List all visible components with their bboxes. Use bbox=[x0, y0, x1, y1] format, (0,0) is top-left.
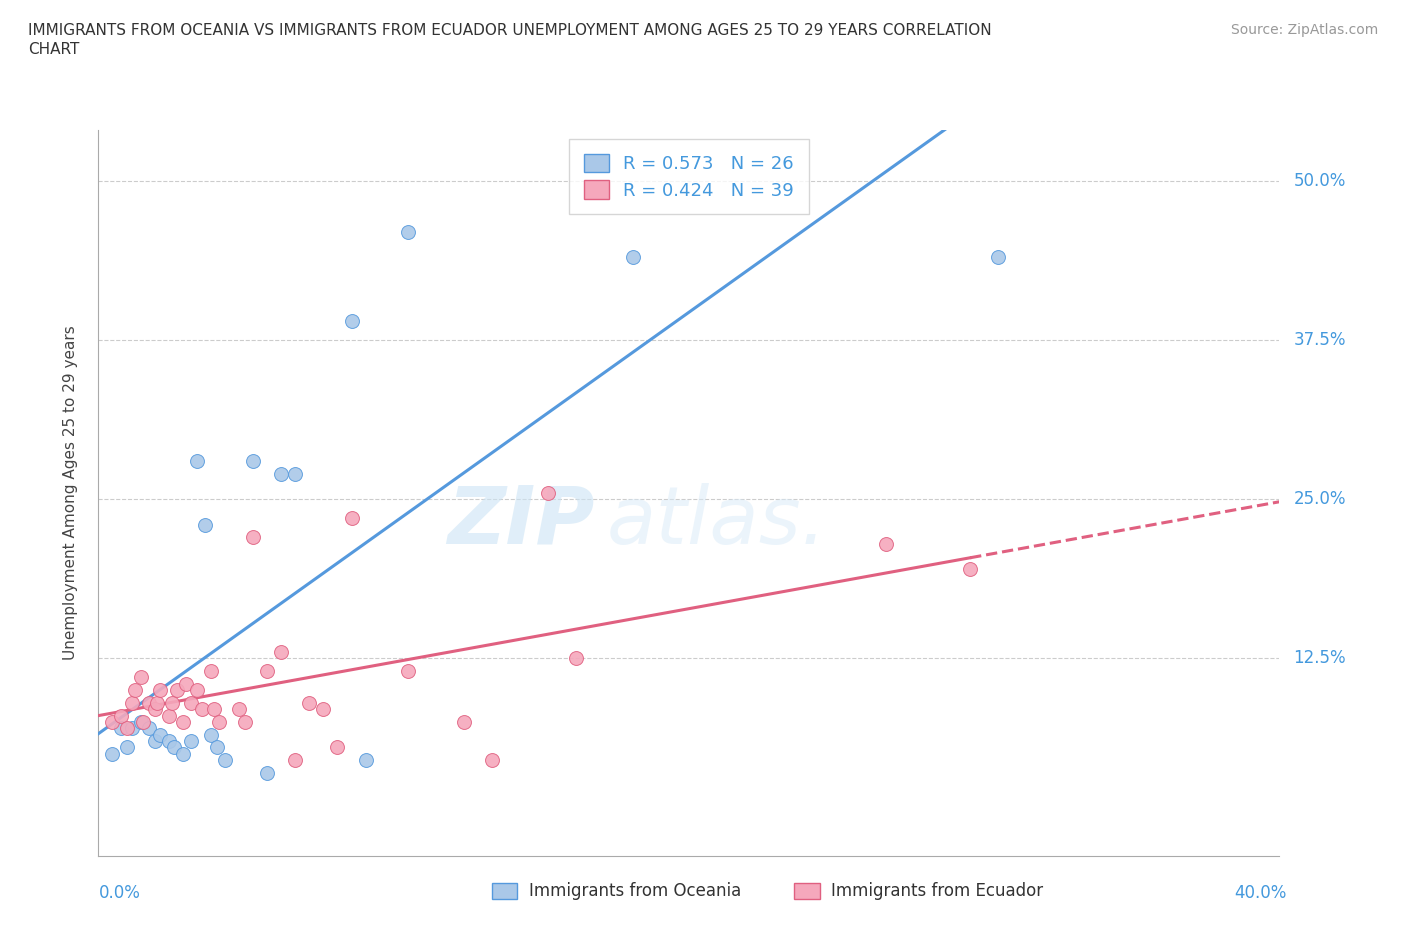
Point bbox=[621, 250, 644, 265]
Text: 0.0%: 0.0% bbox=[98, 884, 141, 902]
Point bbox=[270, 466, 292, 481]
Point bbox=[172, 714, 194, 729]
Text: 37.5%: 37.5% bbox=[1294, 331, 1346, 349]
Point bbox=[340, 313, 363, 328]
Point bbox=[186, 454, 208, 469]
Point bbox=[110, 721, 132, 736]
Point bbox=[396, 224, 419, 239]
Point bbox=[121, 696, 143, 711]
Point bbox=[157, 734, 180, 749]
Text: 25.0%: 25.0% bbox=[1294, 490, 1346, 509]
Point bbox=[284, 752, 307, 767]
Point bbox=[143, 702, 166, 717]
Point bbox=[242, 454, 264, 469]
Text: ZIP: ZIP bbox=[447, 483, 595, 561]
Point bbox=[270, 644, 292, 659]
Point bbox=[242, 530, 264, 545]
Point bbox=[987, 250, 1010, 265]
Point bbox=[186, 683, 208, 698]
Point bbox=[157, 708, 180, 723]
Text: Immigrants from Oceania: Immigrants from Oceania bbox=[529, 882, 741, 900]
Point bbox=[110, 708, 132, 723]
Text: 50.0%: 50.0% bbox=[1294, 172, 1346, 190]
Text: atlas.: atlas. bbox=[606, 483, 827, 561]
Point bbox=[233, 714, 256, 729]
Point bbox=[875, 537, 897, 551]
Point bbox=[121, 721, 143, 736]
Point bbox=[312, 702, 335, 717]
Point bbox=[256, 765, 278, 780]
Point bbox=[326, 740, 349, 755]
Point bbox=[124, 683, 146, 698]
Point bbox=[194, 517, 217, 532]
Point bbox=[284, 466, 307, 481]
Point bbox=[160, 696, 183, 711]
Point bbox=[163, 740, 186, 755]
Point bbox=[132, 714, 155, 729]
Point bbox=[115, 740, 138, 755]
Point bbox=[180, 696, 202, 711]
Point bbox=[149, 683, 172, 698]
Point bbox=[481, 752, 503, 767]
Point bbox=[115, 721, 138, 736]
Point bbox=[228, 702, 250, 717]
Point bbox=[537, 485, 560, 500]
Legend: R = 0.573   N = 26, R = 0.424   N = 39: R = 0.573 N = 26, R = 0.424 N = 39 bbox=[569, 140, 808, 214]
Text: CHART: CHART bbox=[28, 42, 80, 57]
Point bbox=[205, 740, 228, 755]
Point bbox=[396, 664, 419, 679]
Point bbox=[138, 696, 160, 711]
Text: Immigrants from Ecuador: Immigrants from Ecuador bbox=[831, 882, 1043, 900]
Text: IMMIGRANTS FROM OCEANIA VS IMMIGRANTS FROM ECUADOR UNEMPLOYMENT AMONG AGES 25 TO: IMMIGRANTS FROM OCEANIA VS IMMIGRANTS FR… bbox=[28, 23, 991, 38]
Point bbox=[208, 714, 231, 729]
Point bbox=[149, 727, 172, 742]
Point bbox=[180, 734, 202, 749]
Point bbox=[200, 727, 222, 742]
Point bbox=[340, 511, 363, 525]
Point bbox=[298, 696, 321, 711]
Point bbox=[200, 664, 222, 679]
Point bbox=[172, 747, 194, 762]
Point bbox=[174, 676, 197, 691]
Point bbox=[256, 664, 278, 679]
Point bbox=[101, 714, 124, 729]
Point bbox=[143, 734, 166, 749]
Point bbox=[565, 651, 588, 666]
Point bbox=[354, 752, 377, 767]
Text: Source: ZipAtlas.com: Source: ZipAtlas.com bbox=[1230, 23, 1378, 37]
Point bbox=[146, 696, 169, 711]
Point bbox=[101, 747, 124, 762]
Text: 12.5%: 12.5% bbox=[1294, 649, 1346, 668]
Point bbox=[166, 683, 188, 698]
Point bbox=[453, 714, 475, 729]
Point bbox=[202, 702, 225, 717]
Text: 40.0%: 40.0% bbox=[1234, 884, 1286, 902]
Point bbox=[129, 714, 152, 729]
Point bbox=[138, 721, 160, 736]
Point bbox=[959, 562, 981, 577]
Y-axis label: Unemployment Among Ages 25 to 29 years: Unemployment Among Ages 25 to 29 years bbox=[63, 326, 77, 660]
Point bbox=[191, 702, 214, 717]
Point bbox=[214, 752, 236, 767]
Point bbox=[129, 670, 152, 684]
